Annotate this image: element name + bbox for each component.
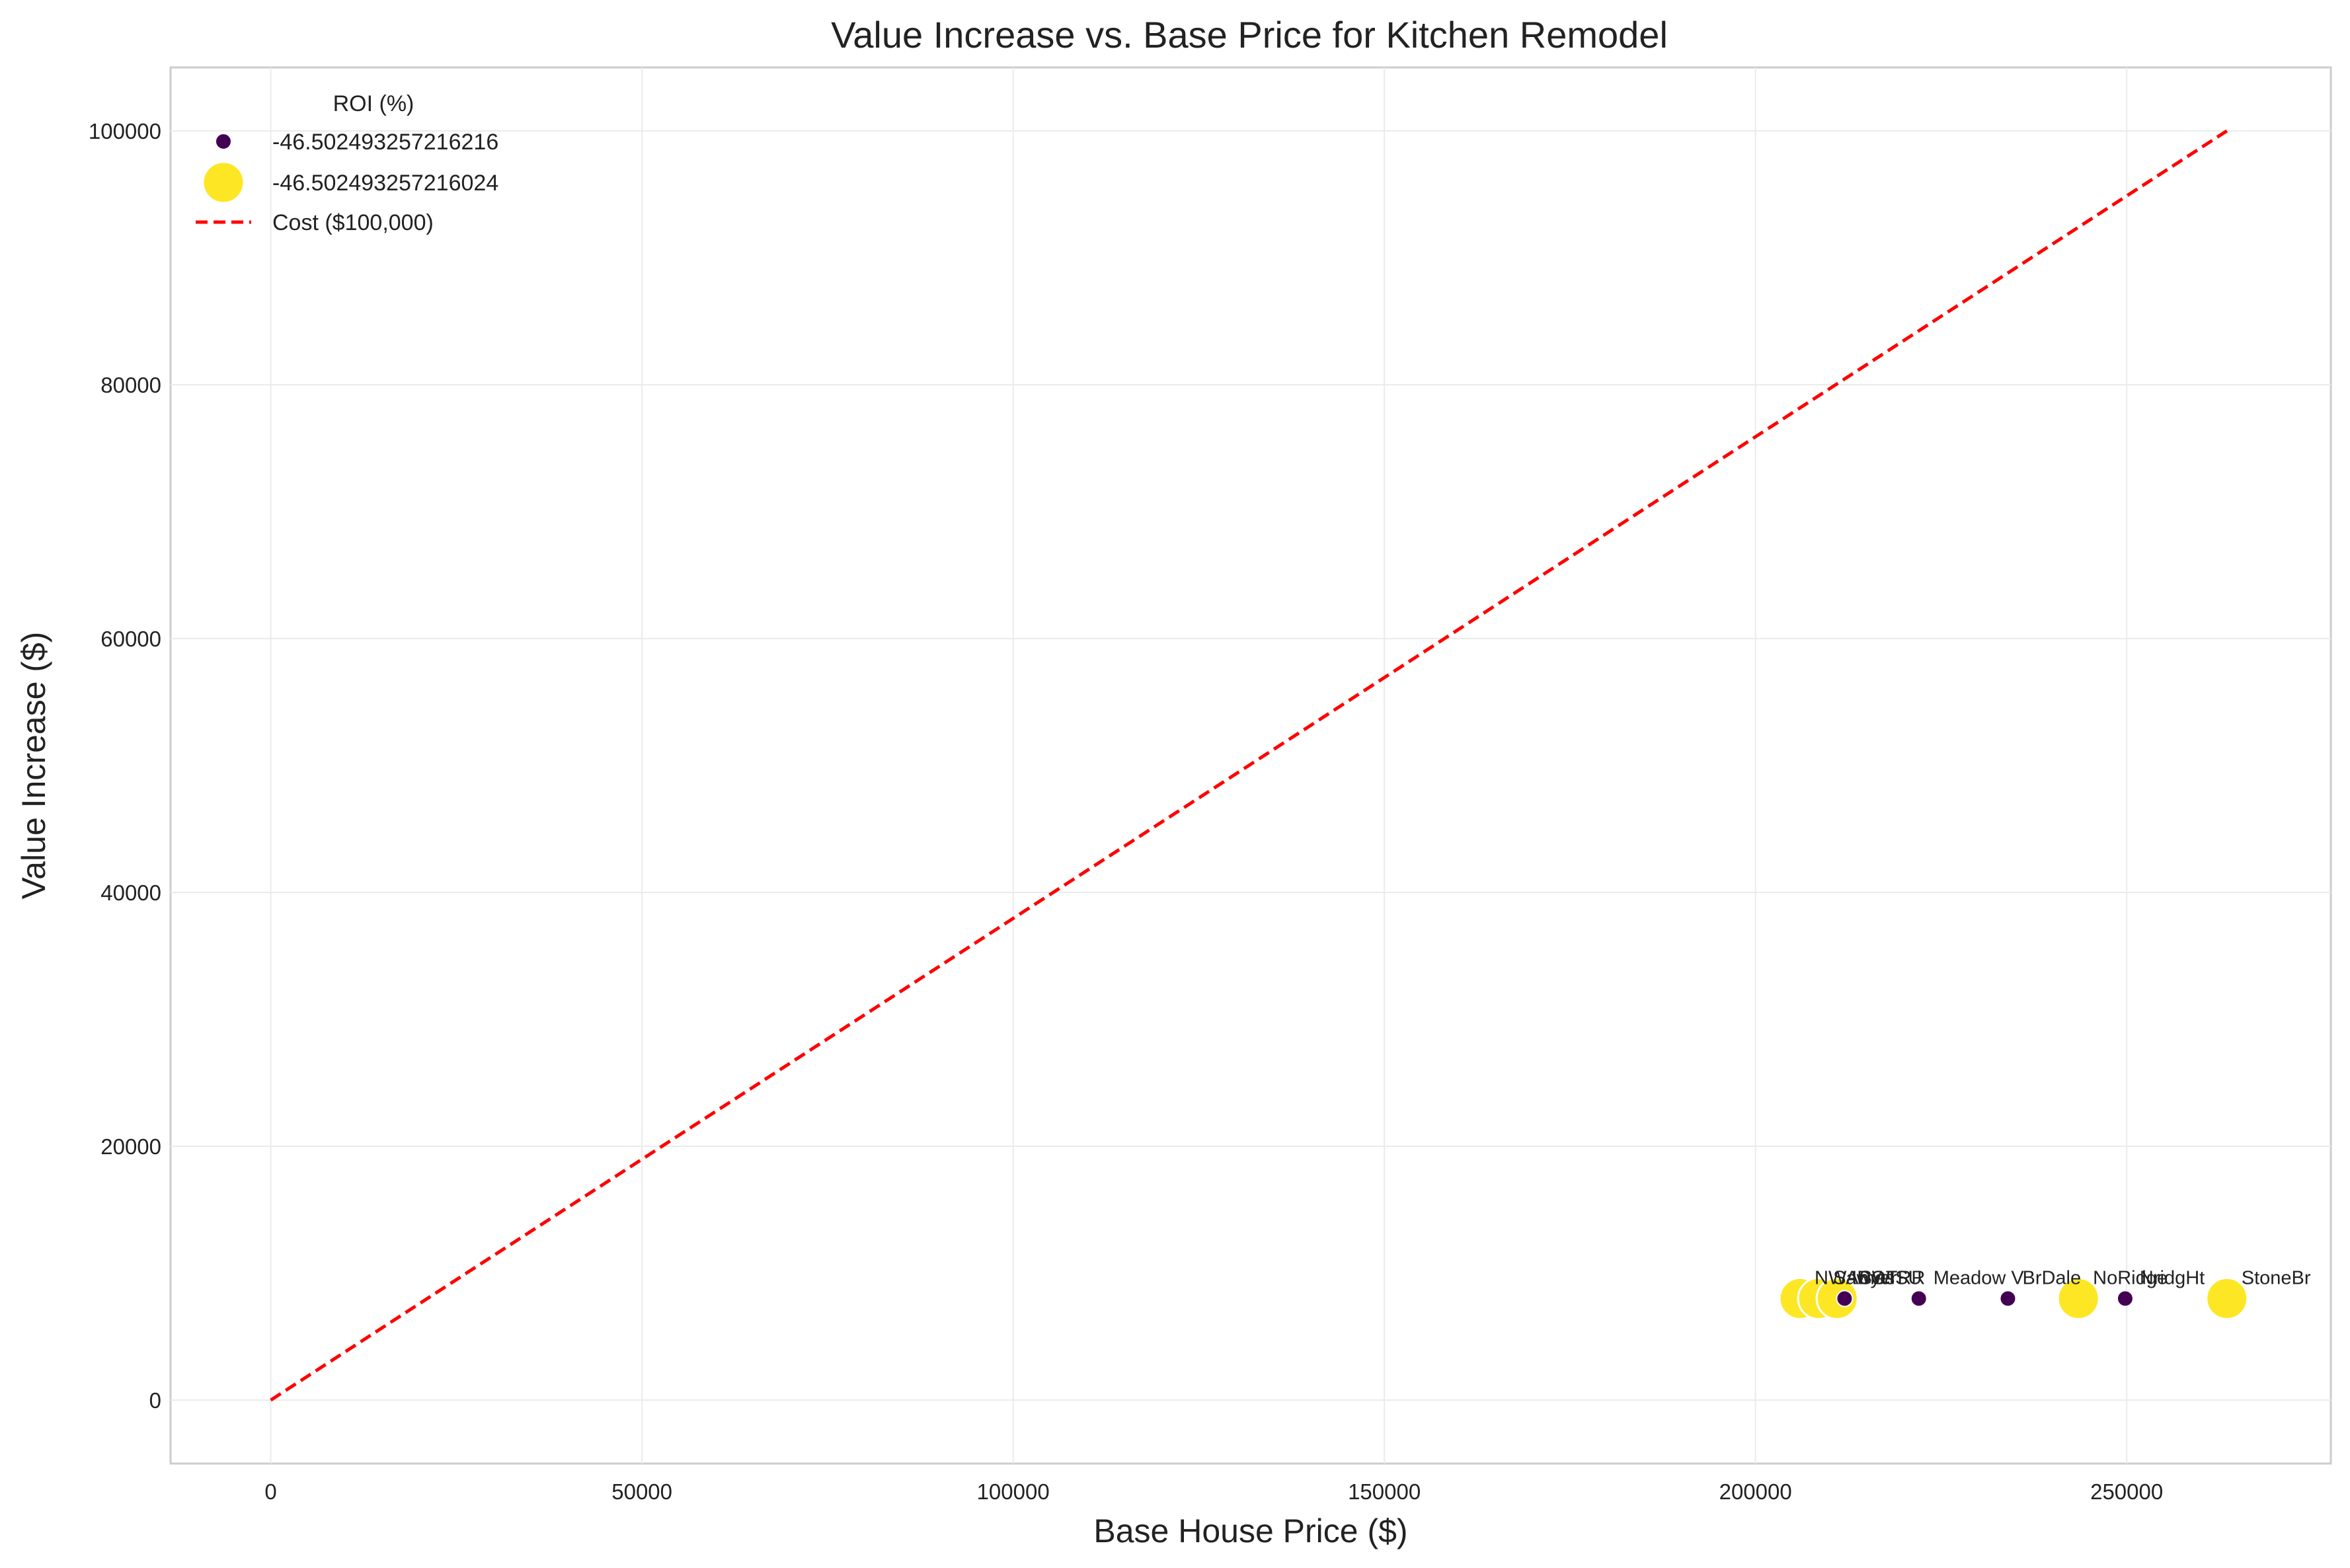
legend: ROI (%) -46.502493257216216 -46.50249325… xyxy=(196,91,498,235)
x-tick-label: 200000 xyxy=(1719,1479,1792,1504)
legend-label: Cost ($100,000) xyxy=(272,210,434,235)
grid xyxy=(171,67,2331,1464)
point-label: StoneBr xyxy=(2242,1267,2311,1288)
x-tick-label: 250000 xyxy=(2090,1479,2163,1504)
y-tick-label: 60000 xyxy=(100,627,161,651)
x-tick-label: 50000 xyxy=(611,1479,672,1504)
ticks: 0 50000 100000 150000 200000 250000 0 20000 4000… xyxy=(89,119,2163,1504)
x-axis-label: Base House Price ($) xyxy=(1093,1512,1407,1549)
point-label: NoRidge xyxy=(2093,1267,2168,1288)
data-point xyxy=(2205,1276,2249,1320)
legend-label: -46.502493257216216 xyxy=(272,130,498,155)
x-tick-label: 100000 xyxy=(977,1479,1050,1504)
point-label: BrDale xyxy=(2022,1267,2081,1288)
data-point xyxy=(2056,1276,2100,1320)
x-tick-label: 0 xyxy=(264,1479,276,1504)
y-tick-label: 20000 xyxy=(100,1134,161,1159)
y-tick-label: 0 xyxy=(149,1388,161,1413)
legend-marker-large xyxy=(202,161,245,204)
point-label: NridgHt xyxy=(2140,1267,2205,1288)
points xyxy=(1778,1276,2249,1320)
point-label: Sawyer xyxy=(1833,1267,1897,1288)
data-point xyxy=(1836,1290,1854,1308)
point-label: IDOTRR xyxy=(1852,1267,1925,1288)
legend-title: ROI (%) xyxy=(333,91,414,116)
y-tick-label: 100000 xyxy=(89,119,161,143)
point-label: NWAmes xyxy=(1815,1267,1895,1288)
y-axis-label: Value Increase ($) xyxy=(15,632,52,900)
data-point xyxy=(1910,1290,1928,1308)
cost-line xyxy=(270,129,2228,1402)
point-label: SWISU xyxy=(1859,1267,1922,1288)
legend-label: -46.502493257216024 xyxy=(272,171,498,196)
data-point xyxy=(1999,1290,2017,1308)
y-tick-label: 40000 xyxy=(100,881,161,905)
y-tick-label: 80000 xyxy=(100,373,161,397)
legend-marker-small xyxy=(215,133,232,150)
x-tick-label: 150000 xyxy=(1348,1479,1421,1504)
chart-title: Value Increase vs. Base Price for Kitche… xyxy=(831,14,1668,56)
data-point xyxy=(2116,1290,2134,1308)
point-label: Meadow V xyxy=(1934,1267,2025,1288)
